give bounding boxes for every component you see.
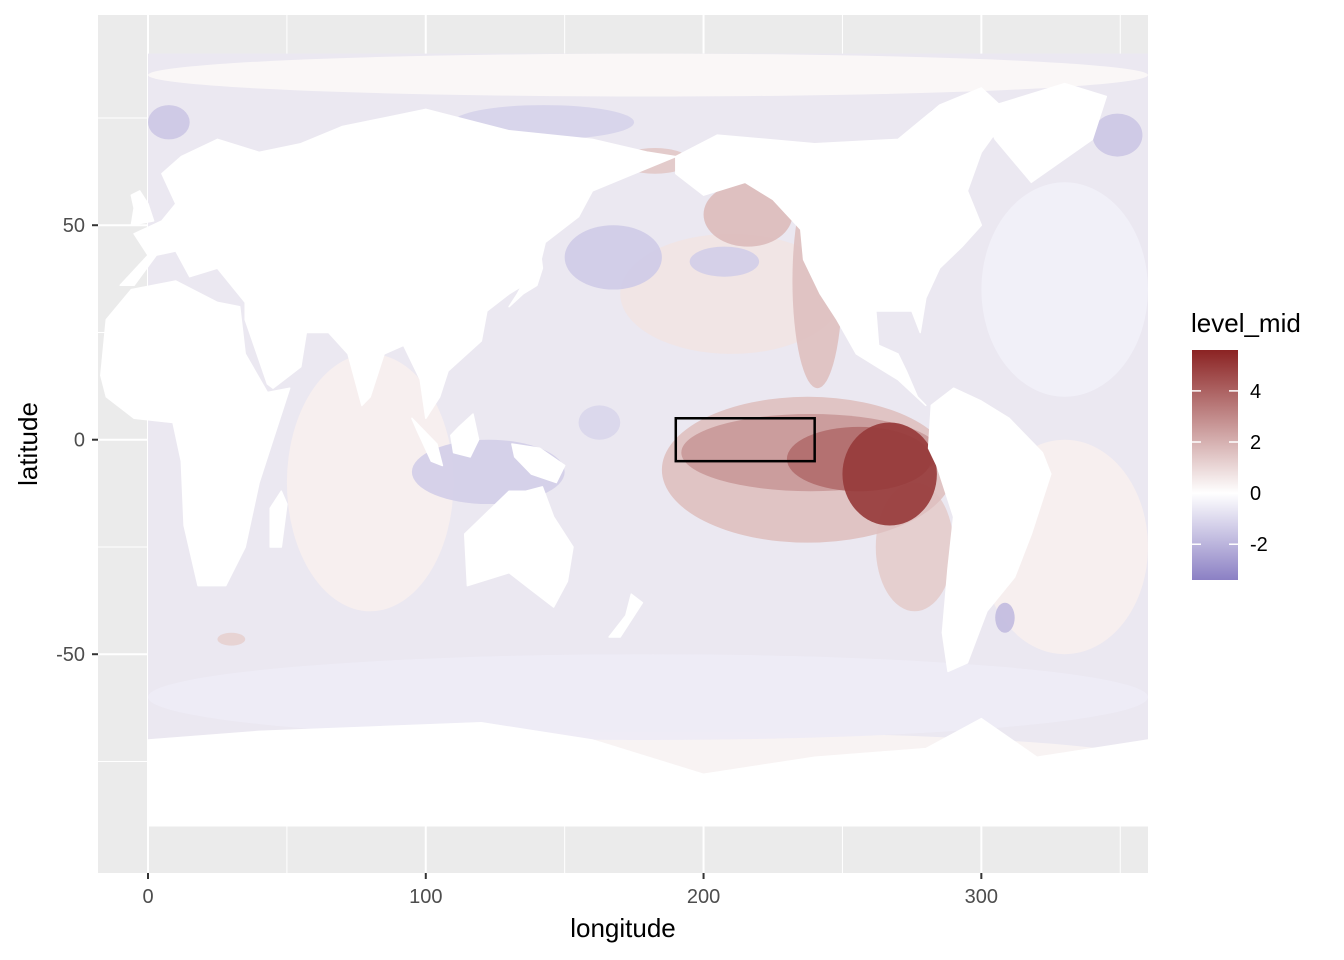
legend-label: -2 — [1250, 534, 1268, 556]
land-north-america — [675, 87, 1010, 407]
x-tick-label: 300 — [965, 886, 998, 908]
legend-title: level_mid — [1191, 308, 1301, 338]
legend-colorbar — [1192, 350, 1238, 580]
land-british-isles — [130, 190, 155, 226]
land-madagascar — [269, 490, 288, 548]
anomaly-region-warm-pool-west — [578, 405, 621, 440]
land-greenland — [980, 82, 1108, 184]
x-tick-label: 200 — [687, 886, 720, 908]
land-layer — [100, 82, 1148, 827]
anomaly-region-north-pacific-west — [689, 246, 760, 277]
anomaly-region-central-pacific-north — [564, 225, 662, 290]
land-sumatra — [411, 417, 444, 467]
legend: level_mid 4 2 0 -2 — [1191, 308, 1301, 580]
nino34-box — [674, 417, 816, 463]
land-australia — [463, 486, 574, 608]
land-indonesia-borneo — [450, 413, 480, 458]
x-axis-title: longitude — [570, 913, 676, 943]
anomaly-region-baffin — [1092, 113, 1143, 157]
anomaly-region-eastern-pacific-core — [842, 422, 937, 526]
legend-label: 4 — [1250, 381, 1261, 403]
legend-label: 0 — [1250, 483, 1261, 505]
y-tick-label: 50 — [63, 215, 85, 237]
land-japan — [508, 245, 544, 308]
map-panel — [100, 53, 1148, 827]
y-tick-label: -50 — [56, 644, 85, 666]
land-africa — [100, 280, 291, 587]
land-new-guinea — [511, 443, 566, 484]
land-eurasia — [119, 108, 677, 420]
x-tick-label: 100 — [409, 886, 442, 908]
anomaly-region-north-atlantic — [981, 182, 1148, 397]
y-axis: -50 0 50 — [56, 215, 98, 666]
land-south-america — [927, 387, 1052, 673]
y-tick-label: 0 — [74, 430, 85, 452]
legend-ticks: 4 2 0 -2 — [1192, 381, 1268, 556]
x-tick-label: 0 — [142, 886, 153, 908]
y-axis-title: latitude — [13, 402, 43, 486]
anomaly-region-arctic-ring — [148, 53, 1148, 97]
anomaly-region-arctic-norway — [148, 105, 190, 140]
anomaly-region-argentina — [995, 602, 1015, 633]
anomaly-region-north-pacific-band — [620, 233, 843, 354]
x-axis: 0 100 200 300 — [142, 873, 998, 908]
land-antarctica — [147, 717, 1148, 827]
legend-label: 2 — [1250, 432, 1261, 454]
anomaly-region-southern-patch — [217, 632, 246, 646]
land-new-zealand — [608, 593, 644, 638]
anomaly-region-southern-ocean — [148, 654, 1148, 741]
